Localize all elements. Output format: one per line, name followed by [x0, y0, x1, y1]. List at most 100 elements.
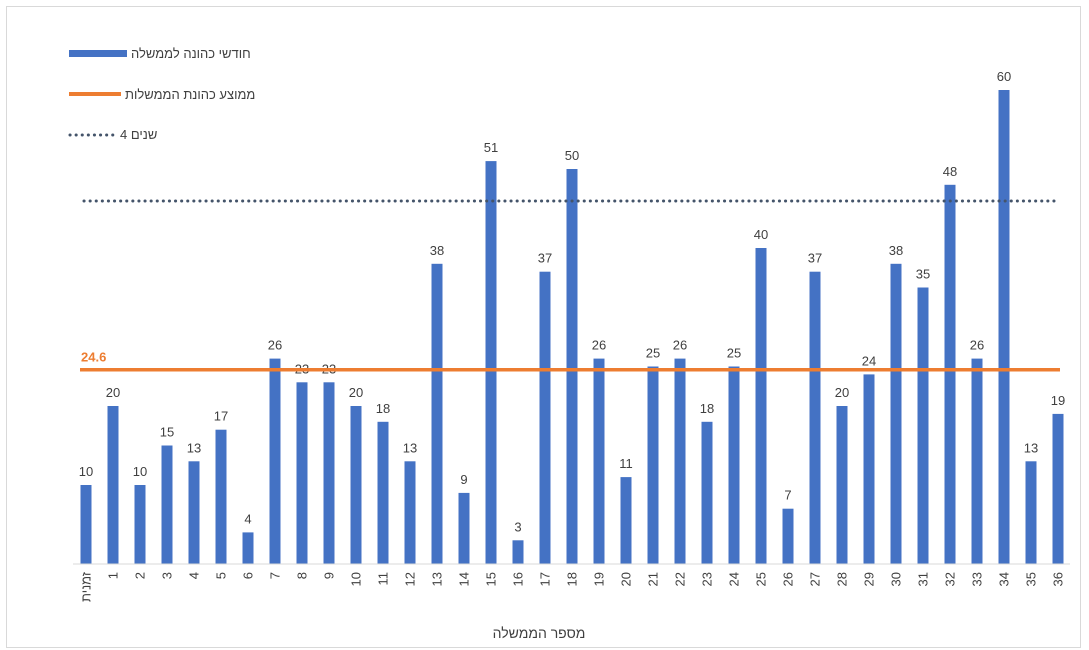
bar-1	[107, 406, 119, 564]
bar-chart: חודשי כהונה לממשלה ממוצע כהונת הממשלות 4…	[68, 46, 1070, 641]
x-tick-label-26: 26	[781, 572, 796, 586]
data-label-24: 25	[727, 346, 741, 361]
bar-34	[998, 90, 1010, 564]
legend-average-label: ממוצע כהונת הממשלות	[125, 87, 255, 102]
x-tick-label-21: 21	[646, 572, 661, 586]
x-tick-label-31: 31	[916, 572, 931, 586]
x-tick-label-8: 8	[295, 572, 310, 579]
bar-5	[215, 429, 227, 564]
data-label-19: 26	[592, 338, 606, 353]
data-label-30: 38	[889, 243, 903, 258]
data-label-11: 18	[376, 401, 390, 416]
bar-29	[863, 374, 875, 564]
lines-layer: 24.6	[80, 199, 1060, 372]
x-axis: זמנית 1 2 3 4 5 6 7 8 9 10 11 12 13 14 15 16 17 18 19 20 21 22…	[73, 563, 1070, 602]
bar-10	[350, 406, 362, 564]
bar-30	[890, 263, 902, 564]
data-label-21: 25	[646, 346, 660, 361]
bar-22	[674, 358, 686, 564]
data-label-31: 35	[916, 267, 930, 282]
bar-3	[161, 445, 173, 564]
data-label-3: 15	[160, 425, 174, 440]
bar-7	[269, 358, 281, 564]
data-label-15: 51	[484, 140, 498, 155]
legend-4years-label: 4 שנים	[120, 127, 157, 142]
bar-4	[188, 461, 200, 564]
x-tick-label-זמנית: זמנית	[79, 571, 94, 602]
data-label-27: 37	[808, 251, 822, 266]
data-label-17: 37	[538, 251, 552, 266]
data-label-22: 26	[673, 338, 687, 353]
x-tick-label-30: 30	[889, 572, 904, 586]
x-tick-label-23: 23	[700, 572, 715, 586]
bar-27	[809, 271, 821, 564]
x-tick-label-32: 32	[943, 572, 958, 586]
x-tick-label-7: 7	[268, 572, 283, 579]
x-tick-label-2: 2	[133, 572, 148, 579]
data-label-28: 20	[835, 385, 849, 400]
bars-layer: 1020101513174262323201813389513375026112…	[79, 69, 1065, 565]
data-label-20: 11	[619, 456, 633, 471]
bar-31	[917, 287, 929, 564]
legend: חודשי כהונה לממשלה ממוצע כהונת הממשלות 4…	[68, 46, 255, 142]
bar-זמנית	[80, 485, 92, 564]
data-label-36: 19	[1051, 393, 1065, 408]
x-tick-label-35: 35	[1024, 572, 1039, 586]
data-label-18: 50	[565, 148, 579, 163]
x-tick-label-3: 3	[160, 572, 175, 579]
x-tick-label-14: 14	[457, 572, 472, 586]
bar-16	[512, 540, 524, 564]
x-axis-title: מספר הממשלה	[493, 625, 586, 641]
x-tick-label-13: 13	[430, 572, 445, 586]
data-label-10: 20	[349, 385, 363, 400]
data-label-12: 13	[403, 440, 417, 455]
x-tick-label-6: 6	[241, 572, 256, 579]
bar-18	[566, 169, 578, 564]
bar-6	[242, 532, 254, 564]
data-label-29: 24	[862, 353, 876, 368]
bar-12	[404, 461, 416, 564]
data-label-23: 18	[700, 401, 714, 416]
data-label-34: 60	[997, 69, 1011, 84]
bar-19	[593, 358, 605, 564]
data-label-14: 9	[460, 472, 467, 487]
x-tick-label-24: 24	[727, 572, 742, 586]
x-tick-label-9: 9	[322, 572, 337, 579]
x-tick-label-20: 20	[619, 572, 634, 586]
data-label-7: 26	[268, 338, 282, 353]
x-tick-label-10: 10	[349, 572, 364, 586]
x-tick-label-22: 22	[673, 572, 688, 586]
bar-15	[485, 161, 497, 564]
x-tick-label-1: 1	[106, 572, 121, 579]
data-label-4: 13	[187, 440, 201, 455]
x-tick-label-18: 18	[565, 572, 580, 586]
bar-11	[377, 421, 389, 564]
bar-35	[1025, 461, 1037, 564]
x-tick-label-19: 19	[592, 572, 607, 586]
x-tick-label-11: 11	[376, 572, 391, 586]
data-label-16: 3	[514, 519, 521, 534]
data-label-33: 26	[970, 338, 984, 353]
x-tick-label-29: 29	[862, 572, 877, 586]
bar-21	[647, 366, 659, 564]
bar-20	[620, 477, 632, 564]
bar-24	[728, 366, 740, 564]
x-tick-label-4: 4	[187, 572, 202, 579]
bar-13	[431, 263, 443, 564]
bar-23	[701, 421, 713, 564]
bar-8	[296, 382, 308, 564]
x-tick-label-27: 27	[808, 572, 823, 586]
x-tick-label-17: 17	[538, 572, 553, 586]
bar-25	[755, 248, 767, 564]
legend-bars-swatch	[69, 50, 127, 57]
bar-9	[323, 382, 335, 564]
data-label-6: 4	[244, 511, 251, 526]
x-tick-label-5: 5	[214, 572, 229, 579]
x-tick-label-15: 15	[484, 572, 499, 586]
x-tick-label-16: 16	[511, 572, 526, 586]
x-tick-label-33: 33	[970, 572, 985, 586]
data-label-זמנית: 10	[79, 464, 93, 479]
data-label-32: 48	[943, 164, 957, 179]
data-label-35: 13	[1024, 440, 1038, 455]
data-label-5: 17	[214, 409, 228, 424]
